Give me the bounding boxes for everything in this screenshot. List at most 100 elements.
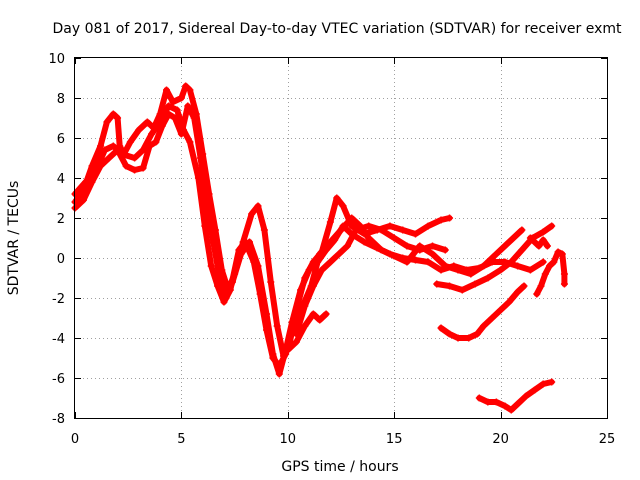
data-point-marker [190, 114, 198, 122]
data-point-marker [531, 386, 539, 394]
data-point-marker [235, 246, 243, 254]
data-point-marker [169, 98, 177, 106]
data-point-marker [226, 286, 234, 294]
data-point-marker [501, 402, 509, 410]
data-point-marker [424, 258, 432, 266]
data-point-marker [560, 270, 568, 278]
data-point-marker [326, 218, 334, 226]
data-point-marker [539, 228, 547, 236]
y-tick-label: -6 [52, 372, 65, 387]
data-point-marker [514, 400, 522, 408]
data-point-marker [256, 290, 264, 298]
y-tick-label: 10 [48, 52, 65, 67]
data-point-marker [543, 242, 551, 250]
data-point-marker [209, 238, 217, 246]
series-track-g [437, 282, 528, 342]
y-tick-label: 6 [57, 132, 65, 147]
data-point-marker [352, 226, 360, 234]
y-tick-label: 2 [57, 212, 65, 227]
data-point-marker [97, 142, 105, 150]
data-point-marker [437, 266, 445, 274]
y-tick-label: -2 [52, 292, 65, 307]
data-point-marker [339, 222, 347, 230]
data-point-marker [207, 262, 215, 270]
series-track-d [284, 310, 330, 354]
data-point-marker [475, 264, 483, 272]
data-point-marker [480, 322, 488, 330]
data-point-marker [520, 282, 528, 290]
data-point-marker [446, 214, 454, 222]
data-point-marker [403, 242, 411, 250]
data-point-marker [416, 246, 424, 254]
data-point-marker [518, 226, 526, 234]
data-point-marker [399, 254, 407, 262]
data-point-marker [105, 154, 113, 162]
data-point-marker [301, 302, 309, 310]
data-point-marker [182, 82, 190, 90]
data-point-marker [550, 258, 558, 266]
data-point-marker [475, 394, 483, 402]
series-line [476, 379, 555, 413]
data-point-marker [284, 346, 292, 354]
series-layer [71, 82, 568, 414]
data-point-marker [497, 306, 505, 314]
data-point-marker [484, 398, 492, 406]
series-track-i [526, 234, 551, 250]
data-point-marker [322, 246, 330, 254]
data-point-marker [301, 322, 309, 330]
data-point-marker [152, 138, 160, 146]
data-point-marker [103, 118, 111, 126]
data-point-marker [118, 150, 126, 158]
data-point-marker [92, 166, 100, 174]
data-point-marker [139, 164, 147, 172]
data-point-marker [201, 222, 209, 230]
data-point-marker [339, 202, 347, 210]
data-point-marker [184, 102, 192, 110]
data-point-marker [531, 238, 539, 246]
x-tick-label: 15 [386, 432, 403, 447]
data-point-marker [80, 196, 88, 204]
data-point-marker [492, 398, 500, 406]
data-point-marker [463, 266, 471, 274]
data-point-marker [411, 230, 419, 238]
data-point-marker [429, 242, 437, 250]
data-point-marker [441, 246, 449, 254]
data-point-marker [109, 142, 117, 150]
data-point-marker [514, 288, 522, 296]
series-track-c [71, 102, 547, 370]
data-point-marker [473, 330, 481, 338]
data-point-marker [386, 250, 394, 258]
x-tick-label: 10 [280, 432, 297, 447]
data-point-marker [348, 222, 356, 230]
data-point-marker [488, 314, 496, 322]
data-point-marker [135, 126, 143, 134]
series-line [284, 311, 330, 353]
data-point-marker [522, 392, 530, 400]
data-point-marker [165, 102, 173, 110]
data-point-marker [88, 178, 96, 186]
data-point-marker [492, 250, 500, 258]
x-tick-label: 20 [492, 432, 509, 447]
data-point-marker [292, 330, 300, 338]
data-point-marker [507, 406, 515, 414]
data-point-marker [497, 266, 505, 274]
data-point-marker [411, 256, 419, 264]
data-point-marker [148, 130, 156, 138]
data-point-marker [386, 222, 394, 230]
data-point-marker [248, 210, 256, 218]
data-point-marker [505, 238, 513, 246]
x-axis-label: GPS time / hours [281, 459, 398, 475]
y-tick-label: 4 [57, 172, 65, 187]
data-point-marker [554, 248, 562, 256]
data-point-marker [335, 250, 343, 258]
data-point-marker [535, 242, 543, 250]
data-point-marker [126, 138, 134, 146]
chart-title: Day 081 of 2017, Sidereal Day-to-day VTE… [53, 21, 623, 37]
data-point-marker [309, 282, 317, 290]
plot-frame [74, 57, 608, 419]
data-point-marker [488, 258, 496, 266]
data-point-marker [541, 270, 549, 278]
y-tick-label: 0 [57, 252, 65, 267]
data-point-marker [373, 244, 381, 252]
data-point-marker [333, 194, 341, 202]
